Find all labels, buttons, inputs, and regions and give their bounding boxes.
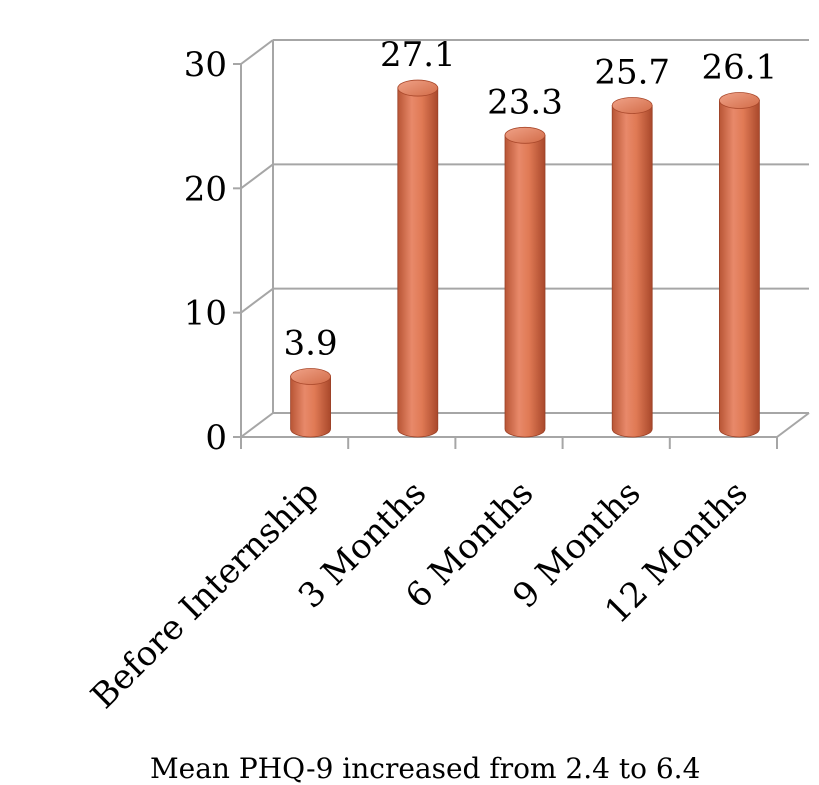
bar-cap bbox=[290, 368, 332, 385]
gridline-depth bbox=[240, 163, 274, 190]
data-label: 25.7 bbox=[594, 52, 670, 92]
data-labels: 3.9 27.1 23.3 25.7 26.1 bbox=[284, 35, 778, 363]
bar-body bbox=[290, 376, 331, 438]
bar bbox=[611, 97, 653, 438]
bar bbox=[290, 368, 332, 438]
bar bbox=[504, 126, 546, 438]
x-tick-label: Before Internship bbox=[83, 473, 327, 717]
y-tick-label: 10 bbox=[184, 294, 227, 334]
bar-cap bbox=[397, 79, 439, 97]
y-tick-label: 20 bbox=[184, 169, 227, 209]
y-tick-label: 0 bbox=[205, 418, 227, 458]
bar-cap bbox=[719, 92, 760, 109]
bar-body bbox=[397, 87, 439, 438]
gridline-depth bbox=[240, 287, 274, 314]
bar-cap bbox=[611, 97, 653, 114]
y-tick-label: 30 bbox=[184, 45, 227, 85]
bar bbox=[397, 79, 439, 438]
data-label: 3.9 bbox=[284, 324, 338, 364]
chart-caption: Mean PHQ-9 increased from 2.4 to 6.4 bbox=[150, 752, 701, 785]
bars bbox=[290, 79, 760, 438]
bar-body bbox=[504, 134, 546, 438]
bar-body bbox=[611, 105, 653, 438]
bar-body bbox=[719, 100, 760, 438]
data-label: 23.3 bbox=[487, 82, 563, 122]
y-tick-labels: 0 10 20 30 bbox=[184, 45, 227, 458]
chart-axes bbox=[240, 40, 810, 449]
bar bbox=[719, 92, 760, 438]
bar-cap bbox=[504, 126, 546, 144]
gridline-depth bbox=[240, 412, 274, 438]
gridline-depth bbox=[240, 39, 274, 65]
floor-right-edge bbox=[776, 412, 810, 438]
data-label: 26.1 bbox=[702, 47, 778, 87]
data-label: 27.1 bbox=[380, 35, 456, 75]
